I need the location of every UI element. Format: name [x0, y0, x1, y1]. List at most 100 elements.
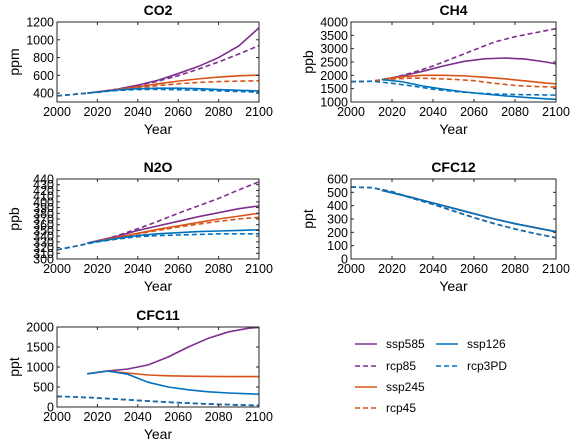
- n2o-ylabel: ppb: [6, 207, 22, 231]
- cfc11-title: CFC11: [136, 307, 180, 323]
- cfc12-ylabel: ppt: [300, 209, 316, 229]
- ch4-xtick-label: 2100: [542, 105, 570, 119]
- cfc11-xtick-label: 2060: [164, 410, 192, 424]
- n2o-ytick-label: 370: [33, 213, 54, 227]
- n2o-ytick-label: 350: [33, 224, 54, 238]
- ch4-ytick-label: 2500: [320, 56, 348, 70]
- cfc12-plot-area: [351, 179, 556, 259]
- n2o-xtick-label: 2060: [164, 262, 192, 276]
- ch4-xtick-label: 2000: [337, 105, 365, 119]
- cfc11-ytick-label: 1000: [26, 361, 54, 375]
- n2o-series-rcp3pd: [56, 233, 259, 251]
- cfc11-series-group: [56, 326, 260, 407]
- n2o-ytick-label: 340: [33, 230, 54, 244]
- cfc12-series-ssp126: [381, 189, 557, 233]
- ch4-xtick-label: 2060: [460, 105, 488, 119]
- n2o-ytick-label: 400: [33, 195, 54, 209]
- ch4-ytick-label: 3000: [320, 42, 348, 56]
- legend-item-rcp3pd: rcp3PD: [436, 359, 507, 373]
- n2o-panel: 2000 2020 2040 2060 2080 21003003103203303403…: [6, 159, 273, 294]
- ch4-ytick-label: 4000: [320, 16, 348, 30]
- ch4-xlabel: Year: [439, 121, 468, 137]
- cfc12-series-group: [350, 186, 557, 239]
- co2-series-rcp3pd: [56, 88, 260, 97]
- legend-label-ssp126: ssp126: [467, 337, 506, 351]
- ch4-series-rcp3pd: [350, 80, 557, 96]
- cfc12-series-rcp3pd: [350, 186, 557, 239]
- ch4-ytick-label: 1000: [320, 96, 348, 110]
- cfc11-ytick-label: 1500: [26, 341, 54, 355]
- ch4-ytick-label: 3500: [320, 29, 348, 43]
- legend-label-rcp45: rcp45: [386, 401, 416, 415]
- legend-item-ssp585: ssp585: [355, 337, 425, 351]
- cfc12-xtick-label: 2080: [501, 262, 529, 276]
- n2o-ytick-label: 310: [33, 247, 54, 261]
- cfc12-ytick-label: 600: [327, 173, 348, 187]
- co2-title: CO2: [144, 2, 173, 18]
- n2o-xtick-label: 2020: [83, 262, 111, 276]
- cfc12-ytick-label: 0: [341, 253, 348, 267]
- cfc11-plot-area: [57, 327, 259, 407]
- cfc12-xtick-label: 2100: [542, 262, 570, 276]
- co2-panel: 2000 2020 2040 2060 2080 2100 400 600 800 1000 120…: [6, 2, 273, 137]
- n2o-ytick-label: 300: [33, 253, 54, 267]
- cfc12-title: CFC12: [431, 159, 476, 175]
- n2o-ytick-label: 360: [33, 218, 54, 232]
- cfc12-ytick-label: 400: [327, 199, 348, 213]
- n2o-ytick-label: 330: [33, 235, 54, 249]
- co2-xtick-label: 2040: [124, 105, 152, 119]
- cfc11-xtick-label: 2000: [43, 410, 71, 424]
- ch4-ytick-label: 1500: [320, 82, 348, 96]
- cfc12-panel: 2000 2020 2040 2060 2080 2100 0100200300400500…: [300, 159, 570, 294]
- legend-item-rcp85: rcp85: [355, 359, 416, 373]
- n2o-plot-area: [57, 179, 259, 259]
- legend-item-ssp245: ssp245: [355, 380, 425, 394]
- n2o-xtick-label: 2000: [43, 262, 71, 276]
- co2-ytick-label: 1000: [26, 33, 54, 47]
- co2-ylabel: ppm: [6, 48, 22, 75]
- cfc11-panel: 2000 2020 2040 2060 2080 2100 0 500 1000 1500 2000…: [6, 307, 273, 442]
- n2o-ytick-label: 430: [33, 178, 54, 192]
- cfc11-xtick-label: 2100: [245, 410, 273, 424]
- n2o-ytick-label: 420: [33, 184, 54, 198]
- cfc12-ytick-label: 500: [327, 186, 348, 200]
- n2o-ytick-label: 380: [33, 207, 54, 221]
- legend-label-ssp245: ssp245: [386, 380, 425, 394]
- co2-xtick-label: 2020: [83, 105, 111, 119]
- cfc12-xtick-label: 2060: [460, 262, 488, 276]
- ch4-series-ssp585: [381, 57, 557, 81]
- ch4-series-group: [350, 27, 557, 101]
- cfc11-ytick-label: 500: [33, 381, 54, 395]
- ch4-xtick-label: 2080: [501, 105, 529, 119]
- co2-xlabel: Year: [144, 121, 173, 137]
- n2o-ytick-label: 440: [33, 173, 54, 187]
- legend: ssp585 rcp85 ssp245 rcp45 ssp126 rcp3PD: [355, 337, 507, 415]
- cfc12-ytick-label: 100: [327, 239, 348, 253]
- co2-ytick-label: 1200: [26, 16, 54, 30]
- co2-xtick-label: 2000: [43, 105, 71, 119]
- co2-xtick-label: 2100: [245, 105, 273, 119]
- cfc11-xlabel: Year: [144, 426, 173, 442]
- legend-label-rcp3pd: rcp3PD: [467, 359, 507, 373]
- cfc11-series-rcp3pd: [56, 395, 260, 407]
- co2-xtick-label: 2080: [205, 105, 233, 119]
- ch4-series-ssp245: [381, 74, 557, 85]
- n2o-ytick-label: 410: [33, 190, 54, 204]
- co2-ytick-label: 800: [33, 51, 54, 65]
- cfc11-ytick-label: 2000: [26, 321, 54, 335]
- n2o-series-group: [56, 181, 260, 251]
- n2o-xtick-label: 2040: [124, 262, 152, 276]
- cfc11-xtick-label: 2080: [205, 410, 233, 424]
- co2-series-group: [56, 27, 260, 97]
- co2-ytick-label: 400: [33, 87, 54, 101]
- co2-axes-frame: [56, 21, 260, 103]
- ch4-xtick-label: 2040: [419, 105, 447, 119]
- co2-ytick-label: 600: [33, 69, 54, 83]
- cfc11-xtick-label: 2020: [83, 410, 111, 424]
- co2-xtick-label: 2060: [164, 105, 192, 119]
- n2o-ytick-label: 390: [33, 201, 54, 215]
- cfc11-ylabel: ppt: [6, 357, 22, 377]
- n2o-ytick-label: 320: [33, 241, 54, 255]
- cfc12-ytick-label: 200: [327, 226, 348, 240]
- legend-item-rcp45: rcp45: [355, 401, 416, 415]
